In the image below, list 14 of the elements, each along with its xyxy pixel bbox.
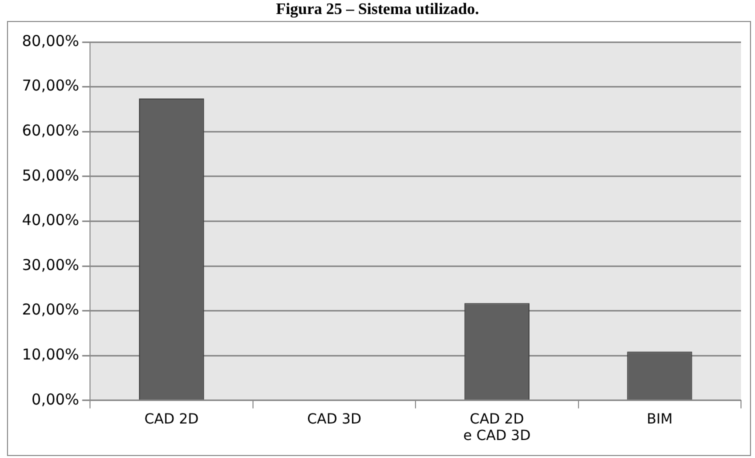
y-tick-label: 40,00% bbox=[22, 211, 80, 230]
y-tick-label: 60,00% bbox=[22, 121, 80, 140]
x-tick-label: CAD 2D bbox=[144, 411, 199, 428]
y-tick-label: 80,00% bbox=[22, 32, 80, 50]
y-tick-label: 10,00% bbox=[22, 345, 80, 364]
y-tick-label: 30,00% bbox=[22, 256, 80, 274]
chart-title: Figura 25 – Sistema utilizado. bbox=[274, 1, 480, 19]
x-tick-label: CAD 3D bbox=[307, 411, 362, 428]
x-tick-label: CAD 2D e CAD 3D bbox=[463, 411, 531, 444]
y-tick-label: 0,00% bbox=[32, 390, 80, 408]
y-tick-label: 70,00% bbox=[22, 76, 80, 95]
x-tick-label: BIM bbox=[646, 411, 673, 428]
y-tick-label: 20,00% bbox=[22, 300, 80, 319]
y-tick-label: 50,00% bbox=[22, 166, 80, 184]
